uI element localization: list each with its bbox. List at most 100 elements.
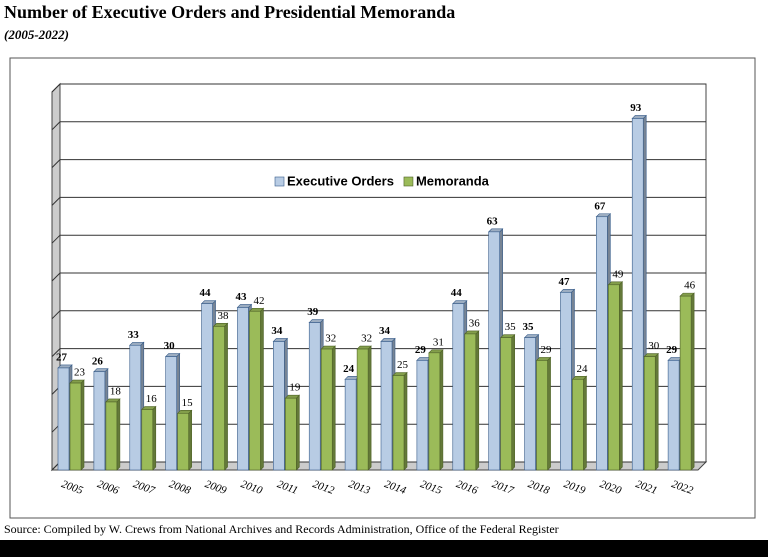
bar-front	[93, 371, 106, 471]
x-tick-label: 2013	[347, 478, 372, 497]
bar	[535, 356, 552, 471]
chart-title: Number of Executive Orders and President…	[4, 2, 455, 22]
bar-side	[188, 409, 192, 471]
bar-side	[260, 307, 264, 471]
x-tick-label: 2021	[634, 478, 659, 497]
bar-front	[679, 295, 692, 471]
data-label: 47	[558, 276, 570, 288]
bar	[212, 322, 229, 471]
source-note: Source: Compiled by W. Crews from Nation…	[4, 522, 559, 536]
bar-front	[392, 375, 405, 471]
bar	[176, 409, 193, 471]
bar	[571, 375, 588, 471]
bar-front	[129, 344, 142, 471]
bar	[320, 345, 336, 471]
bar	[69, 379, 85, 471]
grid-line	[51, 159, 706, 168]
data-label: 43	[235, 291, 247, 303]
data-label: 24	[343, 363, 355, 375]
data-label: 39	[307, 306, 319, 318]
data-label: 42	[253, 295, 264, 307]
data-label: 46	[684, 280, 696, 292]
data-label: 30	[648, 340, 660, 352]
chart-subtitle: (2005-2022)	[4, 27, 69, 42]
data-label: 30	[164, 340, 176, 352]
data-label: 35	[505, 321, 517, 333]
bar-side	[296, 394, 300, 471]
x-tick-label: 2020	[598, 478, 623, 497]
x-tick-label: 2009	[203, 478, 228, 497]
bar-front	[500, 337, 512, 471]
data-label: 18	[110, 385, 122, 397]
data-label: 32	[361, 333, 372, 345]
bar-front	[141, 409, 154, 471]
data-label: 27	[56, 351, 68, 363]
legend-swatch	[403, 176, 414, 187]
data-label: 33	[128, 329, 140, 341]
bar	[105, 398, 121, 471]
x-tick-label: 2007	[131, 478, 156, 497]
x-tick-label: 2015	[419, 478, 444, 497]
bar	[392, 371, 408, 471]
data-label: 93	[630, 102, 642, 114]
bar-front	[452, 303, 465, 471]
bar-front	[273, 341, 285, 471]
grid-line	[51, 83, 706, 93]
data-label: 44	[451, 287, 463, 299]
data-label: 16	[146, 393, 158, 405]
bar	[607, 281, 624, 471]
bar-front	[285, 397, 297, 471]
bar-side	[331, 345, 336, 471]
x-tick-label: 2012	[311, 478, 336, 497]
bar-side	[654, 352, 659, 471]
bar-front	[177, 412, 189, 471]
bar	[141, 405, 157, 471]
x-tick-label: 2018	[526, 478, 551, 497]
bar-side	[619, 281, 623, 471]
bar-front	[344, 378, 357, 471]
data-label: 31	[433, 336, 444, 348]
x-tick-label: 2008	[167, 478, 192, 497]
bar-front	[488, 231, 500, 471]
bar-front	[667, 360, 680, 471]
bar-front	[213, 326, 225, 471]
bar-front	[524, 337, 536, 471]
x-tick-label: 2016	[454, 478, 479, 497]
x-tick-label: 2022	[670, 478, 695, 497]
data-label: 24	[576, 363, 588, 375]
bar	[428, 349, 444, 471]
bar-side	[152, 405, 157, 471]
bar-front	[105, 401, 118, 471]
bar-side	[583, 375, 587, 471]
data-label: 34	[379, 325, 391, 337]
legend-swatch	[274, 176, 285, 187]
bar-front	[69, 382, 82, 471]
x-tick-label: 2010	[239, 478, 264, 497]
data-label: 26	[92, 355, 104, 367]
x-tick-label: 2006	[96, 478, 121, 497]
bar-front	[560, 292, 572, 471]
bar-front	[643, 356, 656, 471]
bar-side	[690, 292, 695, 471]
legend-label: Memoranda	[416, 173, 490, 188]
bar-side	[367, 345, 372, 471]
data-label: 67	[594, 200, 606, 212]
bar-side	[475, 330, 480, 471]
bar-front	[237, 307, 249, 471]
bar-front	[201, 303, 213, 471]
bar-front	[464, 333, 477, 471]
x-tick-label: 2011	[275, 478, 299, 497]
bottom-bar	[0, 540, 768, 557]
bar	[499, 333, 516, 471]
bar	[284, 394, 301, 471]
bar-side	[403, 371, 408, 471]
data-label: 63	[487, 215, 499, 227]
bar-side	[511, 333, 515, 471]
grid-line	[51, 121, 706, 131]
data-label: 19	[289, 382, 301, 394]
data-label: 23	[74, 367, 86, 379]
data-label: 29	[541, 344, 553, 356]
bar-front	[308, 322, 321, 471]
grid-line	[51, 196, 706, 206]
bar	[643, 352, 659, 471]
